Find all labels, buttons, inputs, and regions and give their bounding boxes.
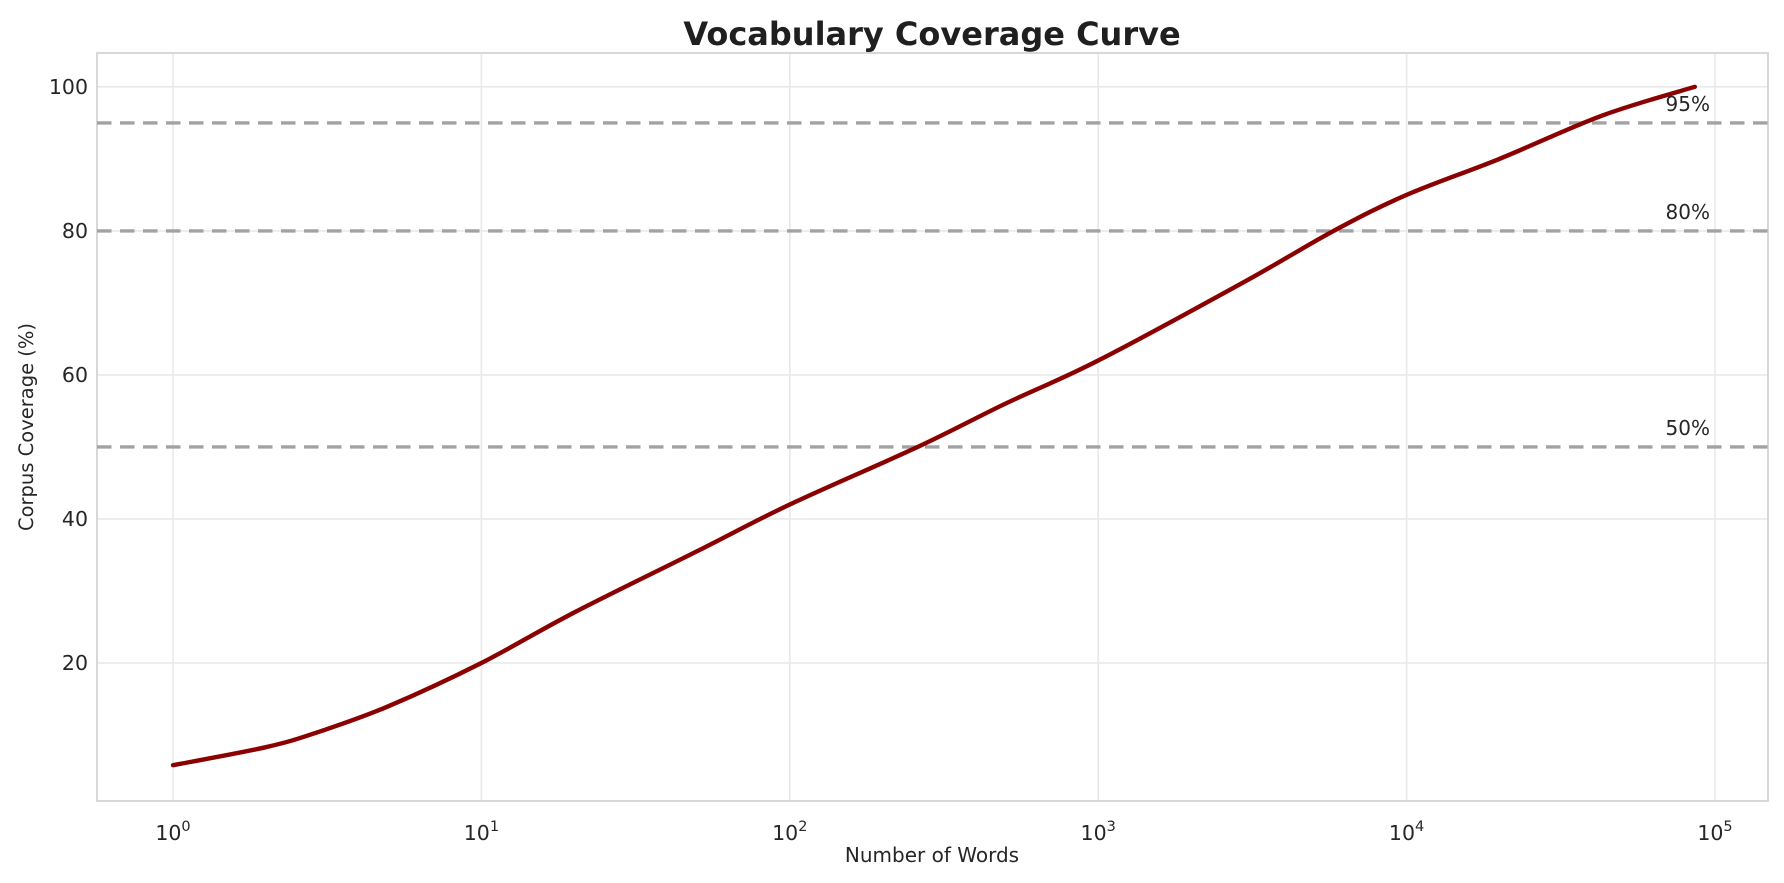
grid-layer bbox=[97, 53, 1768, 801]
coverage-curve-line bbox=[170, 84, 1697, 768]
reference-label-80: 80% bbox=[1666, 200, 1710, 224]
x-tick-label-10e4: 104 bbox=[1389, 819, 1424, 845]
tick-labels-layer: 100 101 102 103 104 105 20 40 60 80 100 bbox=[49, 75, 1733, 845]
y-tick-label-40: 40 bbox=[62, 507, 88, 531]
x-tick-label-10e3: 103 bbox=[1081, 819, 1116, 845]
reference-label-50: 50% bbox=[1666, 416, 1710, 440]
chart-title: Vocabulary Coverage Curve bbox=[683, 15, 1180, 53]
y-axis-label: Corpus Coverage (%) bbox=[15, 323, 38, 531]
x-tick-label-10e2: 102 bbox=[772, 819, 807, 845]
y-tick-label-60: 60 bbox=[62, 363, 88, 387]
x-tick-label-10e0: 100 bbox=[155, 819, 190, 845]
reference-label-95: 95% bbox=[1666, 92, 1710, 116]
x-axis-label: Number of Words bbox=[845, 843, 1019, 867]
reference-labels-layer: 50% 80% 95% bbox=[1666, 92, 1710, 440]
x-tick-label-10e1: 101 bbox=[464, 819, 499, 845]
y-tick-label-100: 100 bbox=[49, 75, 88, 99]
plot-border bbox=[96, 52, 1769, 802]
reference-lines-layer bbox=[97, 121, 1768, 449]
y-tick-label-20: 20 bbox=[62, 651, 88, 675]
y-tick-label-80: 80 bbox=[62, 219, 88, 243]
x-tick-label-10e5: 105 bbox=[1697, 819, 1732, 845]
